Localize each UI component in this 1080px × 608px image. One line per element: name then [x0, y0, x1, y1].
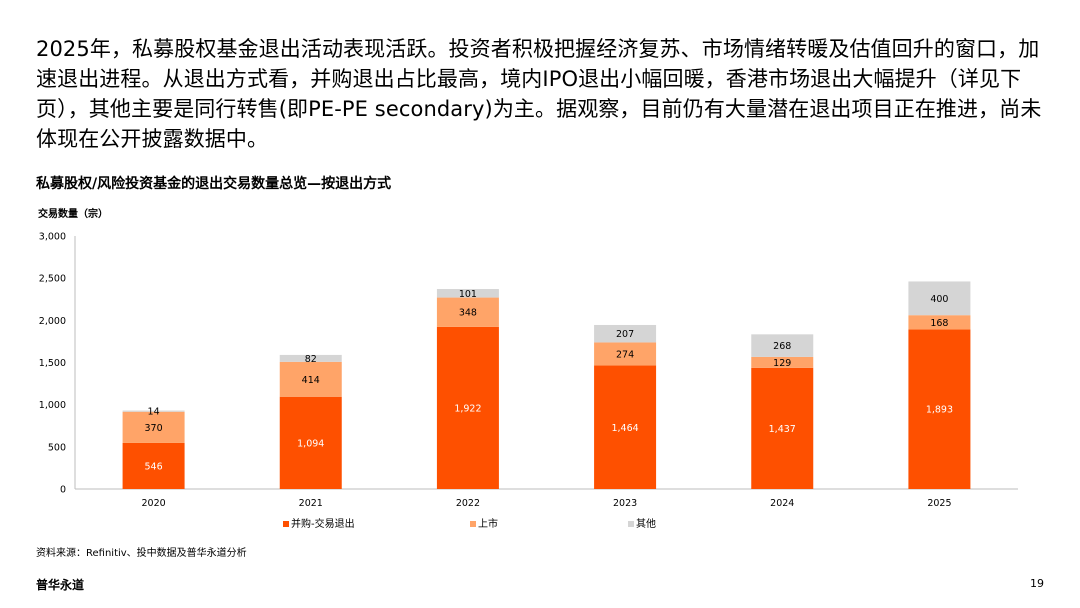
y-tick-label: 1,500 [39, 358, 66, 369]
bar-segment [908, 315, 971, 330]
y-tick-label: 500 [48, 442, 66, 453]
legend-swatch [628, 521, 634, 527]
bar-segment [908, 329, 971, 489]
bar-segment [436, 289, 499, 298]
data-label: 168 [930, 318, 948, 329]
data-label: 1,893 [926, 405, 953, 416]
bar-segment [122, 442, 185, 489]
footer-brand: 普华永道 [36, 578, 85, 592]
bar-segment [594, 365, 657, 489]
page-number: 19 [1030, 577, 1044, 590]
data-label: 82 [305, 354, 317, 365]
data-label: 207 [616, 329, 634, 340]
bar-segment [908, 281, 971, 316]
legend-swatch [470, 521, 476, 527]
bar-segment [751, 356, 814, 368]
data-label: 348 [459, 308, 477, 319]
bar-segment [436, 297, 499, 327]
legend-swatch [283, 521, 289, 527]
data-label: 1,437 [769, 424, 796, 435]
data-label: 1,094 [297, 438, 324, 449]
data-label: 129 [773, 358, 791, 369]
chart-title: 私募股权/风险投资基金的退出交易数量总览—按退出方式 [36, 176, 392, 192]
data-label: 268 [773, 341, 791, 352]
y-tick-label: 0 [60, 485, 66, 496]
bar-segment [122, 411, 185, 443]
y-tick-label: 1,000 [39, 400, 66, 411]
y-tick-label: 3,000 [39, 232, 66, 243]
intro-paragraph: 2025年，私募股权基金退出活动表现活跃。投资者积极把握经济复苏、市场情绪转暖及… [36, 37, 1042, 151]
x-tick-label: 2022 [456, 498, 480, 509]
bar-segment [751, 367, 814, 489]
data-label: 274 [616, 349, 634, 360]
bar-segment [436, 326, 499, 489]
x-tick-label: 2021 [299, 498, 323, 509]
y-tick-label: 2,000 [39, 316, 66, 327]
data-label: 1,922 [454, 403, 481, 414]
source-note: 资料来源：Refinitiv、投中数据及普华永道分析 [36, 548, 247, 559]
data-label: 14 [148, 407, 160, 418]
y-tick-label: 2,500 [39, 274, 66, 285]
x-tick-label: 2024 [770, 498, 794, 509]
data-label: 414 [302, 375, 320, 386]
data-label: 400 [930, 294, 948, 305]
bar-segment [279, 361, 342, 397]
legend-label: 并购-交易退出 [291, 517, 355, 530]
x-tick-label: 2020 [141, 498, 165, 509]
x-tick-label: 2025 [927, 498, 951, 509]
data-label: 370 [145, 423, 163, 434]
legend-label: 其他 [636, 517, 656, 530]
bar-segment [751, 334, 814, 357]
data-label: 1,464 [611, 423, 638, 434]
bar-segment [594, 324, 657, 343]
x-tick-label: 2023 [613, 498, 637, 509]
y-axis-title: 交易数量（宗） [38, 207, 108, 220]
bar-segment [594, 342, 657, 366]
data-label: 546 [145, 461, 163, 472]
legend-label: 上市 [478, 517, 498, 530]
bar-segment [279, 354, 342, 362]
bar-segment [279, 396, 342, 489]
data-label: 101 [459, 289, 477, 300]
bar-segment [122, 410, 185, 412]
